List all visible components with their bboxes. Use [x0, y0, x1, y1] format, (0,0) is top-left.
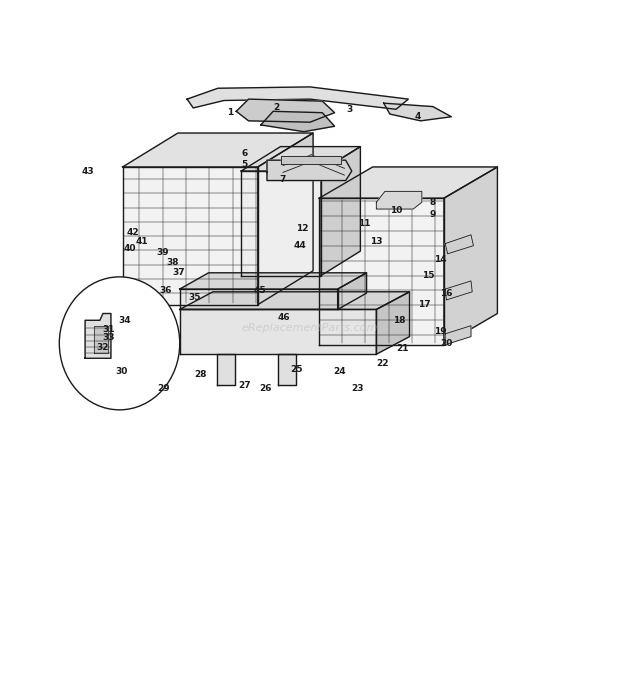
Polygon shape — [376, 292, 410, 354]
Polygon shape — [338, 273, 366, 309]
Text: 37: 37 — [172, 268, 185, 277]
Text: 17: 17 — [418, 300, 431, 308]
Polygon shape — [445, 281, 472, 300]
Text: 15: 15 — [422, 271, 434, 280]
Text: 28: 28 — [195, 370, 207, 379]
Text: 33: 33 — [102, 333, 115, 343]
Text: 44: 44 — [294, 241, 306, 250]
Text: 3: 3 — [347, 105, 353, 114]
Text: 29: 29 — [157, 384, 170, 393]
Polygon shape — [216, 354, 235, 385]
Text: 41: 41 — [135, 237, 148, 246]
Polygon shape — [445, 326, 471, 345]
Polygon shape — [180, 273, 366, 289]
Text: 27: 27 — [238, 381, 250, 390]
Text: 19: 19 — [434, 327, 446, 336]
Text: 9: 9 — [430, 210, 436, 219]
Text: 5: 5 — [241, 160, 247, 169]
Text: 22: 22 — [376, 359, 389, 368]
Text: 34: 34 — [118, 316, 131, 325]
Text: 39: 39 — [156, 248, 169, 257]
Text: 13: 13 — [370, 237, 383, 246]
Text: 1: 1 — [227, 108, 233, 117]
Polygon shape — [445, 235, 474, 254]
Polygon shape — [236, 99, 335, 122]
Polygon shape — [280, 156, 341, 164]
Text: 8: 8 — [430, 198, 436, 207]
Text: 31: 31 — [102, 326, 115, 334]
Text: 20: 20 — [440, 339, 453, 348]
Text: 14: 14 — [434, 254, 446, 264]
Text: 23: 23 — [352, 384, 364, 393]
Text: 4: 4 — [414, 112, 421, 121]
Text: 35: 35 — [188, 293, 201, 302]
Polygon shape — [94, 326, 108, 353]
Polygon shape — [180, 309, 376, 354]
Text: 11: 11 — [358, 220, 370, 228]
Polygon shape — [180, 289, 338, 309]
Polygon shape — [180, 292, 410, 309]
Polygon shape — [376, 192, 422, 209]
Text: 45: 45 — [254, 286, 266, 295]
Text: 40: 40 — [123, 244, 136, 253]
Polygon shape — [241, 146, 360, 171]
Text: 16: 16 — [440, 289, 453, 298]
Polygon shape — [267, 160, 352, 181]
Circle shape — [60, 277, 180, 410]
Polygon shape — [258, 133, 313, 304]
Text: 46: 46 — [278, 313, 291, 322]
Polygon shape — [85, 313, 111, 358]
Text: 12: 12 — [296, 224, 309, 233]
Text: 6: 6 — [241, 149, 247, 158]
Polygon shape — [187, 87, 409, 109]
Polygon shape — [319, 198, 444, 345]
Polygon shape — [321, 146, 360, 276]
Polygon shape — [319, 167, 497, 198]
Polygon shape — [278, 354, 296, 385]
Polygon shape — [123, 133, 313, 167]
Polygon shape — [241, 171, 321, 276]
Text: 26: 26 — [260, 384, 272, 393]
Text: eReplacementParts.com: eReplacementParts.com — [242, 324, 378, 333]
Polygon shape — [384, 103, 451, 121]
Text: 36: 36 — [159, 286, 172, 295]
Text: 25: 25 — [290, 365, 303, 373]
Text: 32: 32 — [96, 343, 108, 352]
Text: 2: 2 — [273, 103, 280, 112]
Text: 43: 43 — [81, 166, 94, 176]
Text: 30: 30 — [115, 367, 128, 376]
Text: 18: 18 — [393, 316, 405, 325]
Text: 10: 10 — [390, 206, 402, 215]
Polygon shape — [123, 167, 258, 304]
Text: 24: 24 — [333, 367, 346, 376]
Text: 42: 42 — [126, 228, 140, 237]
Text: 21: 21 — [396, 344, 409, 353]
Polygon shape — [261, 111, 335, 132]
Text: 38: 38 — [166, 258, 179, 267]
Text: 7: 7 — [279, 174, 286, 184]
Polygon shape — [444, 167, 497, 345]
